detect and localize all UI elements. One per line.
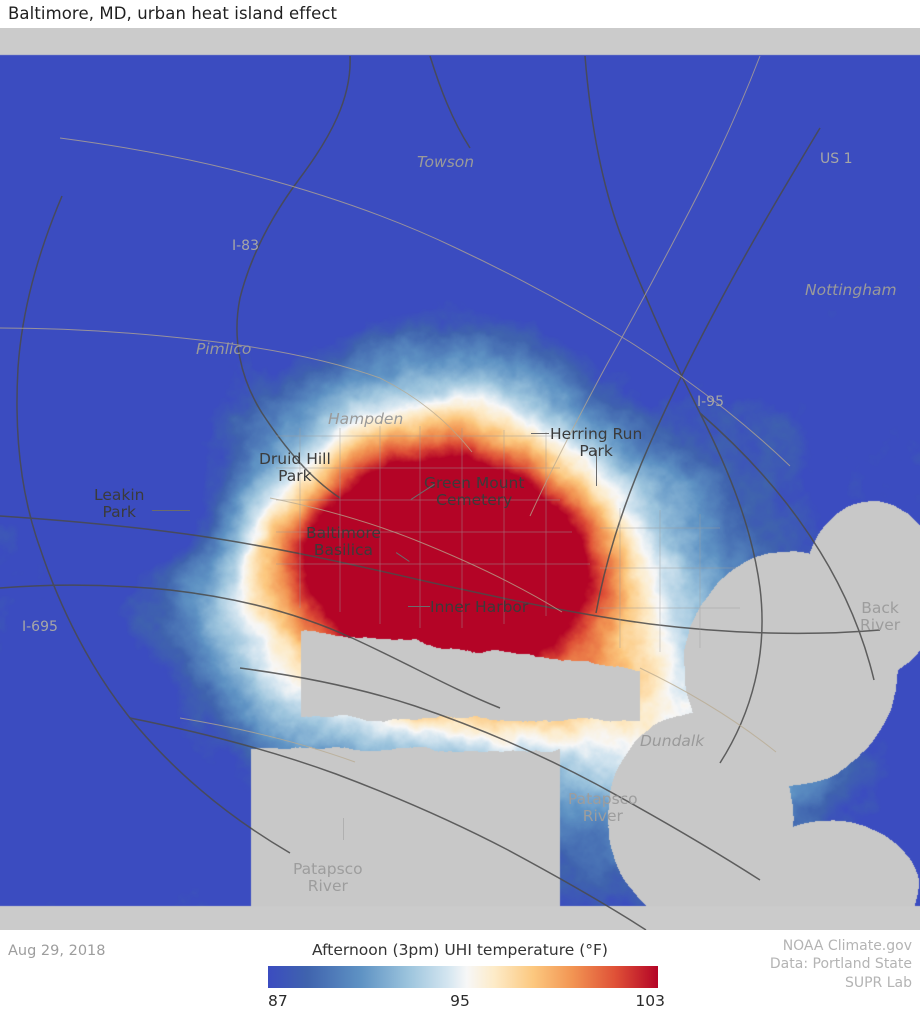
colorbar-tick-max: 103 bbox=[635, 992, 665, 1010]
map-label-patapsco-river: Patapsco River bbox=[568, 790, 638, 825]
map-label-patapsco-river: Patapsco River bbox=[293, 860, 363, 895]
colorbar-tick-min: 87 bbox=[268, 992, 288, 1010]
map-label-inner-harbor: Inner Harbor bbox=[430, 598, 529, 616]
credit-line-3: SUPR Lab bbox=[844, 974, 912, 991]
colorbar-title: Afternoon (3pm) UHI temperature (°F) bbox=[312, 941, 608, 959]
credit-line-2: Data: Portland State bbox=[769, 956, 912, 973]
map-label-pimlico: Pimlico bbox=[196, 340, 252, 358]
map-label-towson: Towson bbox=[417, 153, 475, 171]
map-label-dundalk: Dundalk bbox=[640, 732, 705, 750]
map-label-back-river: Back River bbox=[860, 599, 901, 634]
figure-footer: Aug 29, 2018 NOAA Climate.gov Data: Port… bbox=[0, 930, 920, 1018]
credit-line-1: NOAA Climate.gov bbox=[782, 938, 912, 954]
colorbar-gradient bbox=[268, 966, 658, 988]
leader-leakin-park bbox=[152, 510, 190, 512]
map-label-leakin-park: Leakin Park bbox=[94, 486, 145, 521]
map-canvas[interactable]: Towson US 1 I-83 Nottingham Pimlico I-95 Hampd… bbox=[0, 28, 920, 930]
page-title: Baltimore, MD, urban heat island effect bbox=[8, 4, 338, 23]
map-label-i-95: I-95 bbox=[697, 394, 724, 410]
colorbar-tick-mid: 95 bbox=[450, 992, 470, 1010]
leader-inner-harbor bbox=[408, 606, 430, 608]
map-label-layer: Towson US 1 I-83 Nottingham Pimlico I-95 Hampd… bbox=[0, 28, 920, 930]
date-stamp: Aug 29, 2018 bbox=[8, 943, 106, 959]
source-credit: NOAA Climate.gov Data: Portland State SU… bbox=[770, 937, 912, 992]
map-label-i-83: I-83 bbox=[232, 238, 259, 254]
map-label-baltimore-basilica: Baltimore Basilica bbox=[306, 524, 381, 559]
leader-patapsco-river-stem bbox=[343, 818, 345, 840]
map-label-us-1: US 1 bbox=[820, 151, 853, 167]
map-label-hampden: Hampden bbox=[328, 410, 404, 428]
map-label-i-695: I-695 bbox=[22, 619, 58, 635]
map-label-nottingham: Nottingham bbox=[805, 281, 897, 299]
road-network bbox=[0, 55, 881, 930]
map-label-green-mount-cemetery: Green Mount Cemetery bbox=[424, 474, 525, 509]
leader-herring-run-park-stem bbox=[596, 450, 598, 486]
leader-herring-run-park bbox=[531, 433, 549, 435]
map-label-druid-hill-park: Druid Hill Park bbox=[259, 450, 331, 485]
